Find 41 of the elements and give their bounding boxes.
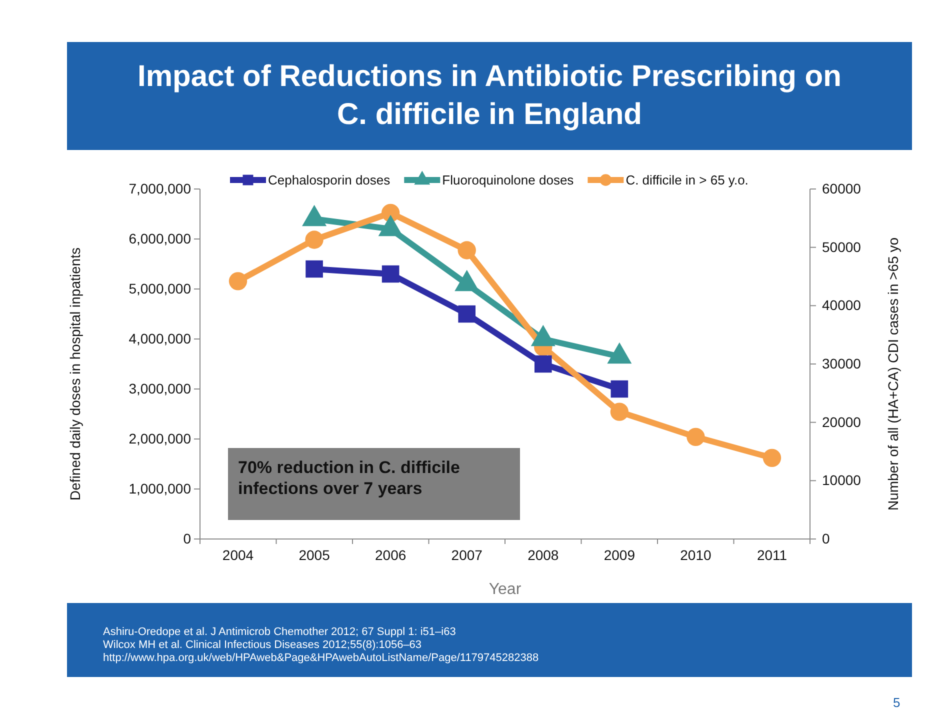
legend-label: C. difficile in > 65 y.o. [626,172,748,188]
x-tick-label: 2010 [680,547,712,564]
y-tick-label: 3,000,000 [128,380,192,396]
y2-tick-label: 60000 [822,180,862,196]
y-tick-label: 7,000,000 [128,180,192,196]
x-tick-label: 2008 [528,547,559,564]
x-tick-label: 2009 [604,547,636,564]
y2-tick-label: 20000 [822,414,862,430]
text: 5 [893,695,900,710]
point [228,272,248,290]
x-tick-label: 2006 [374,547,406,564]
point [762,448,782,467]
y-tick-label: 4,000,000 [128,330,192,346]
y-tick-label: 0 [183,530,192,546]
x-tick-label: 2011 [756,547,788,564]
x-axis-title: Year [488,581,522,598]
y2-tick-label: 0 [822,530,830,546]
y2-tick-label: 30000 [822,355,862,372]
text: Ashiru-Oredope et al. J Antimicrob Chemother 2012; 67 Suppl 1: i51–i63 [103,626,457,639]
y2-tick-label: 50000 [822,238,862,255]
y2-tick-label: 40000 [822,297,862,314]
note-box: 70% reduction in C. difficile infections over 7 years [228,448,520,520]
point [686,428,705,446]
chart-title: Impact of Reductions in Antibiotic Prescribing on C. difficile in England [67,42,912,150]
text: http://www.hpa.org.uk/web/HPAweb&Page&HPAwebAutoListName/Page/1179745282388 [103,652,540,665]
point [458,241,476,260]
y2-axis-title: Number of all (HA+CA) CDI cases in >65 yo [885,237,901,511]
y-tick-label: 5,000,000 [128,280,192,296]
text: Wilcox MH et al. Clinical Infectious Diseases 2012;55(8):1056–63 [103,639,423,652]
x-tick-label: 2005 [298,547,330,564]
y-tick-label: 6,000,000 [128,230,192,246]
legend-label: Cephalosporin doses [268,172,391,188]
legend-label: Fluoroquinolone doses [442,172,574,188]
y-axis-title: Defined daily doses in hospital inpatients [67,248,83,500]
point [305,230,324,249]
y-tick-label: 2,000,000 [128,430,192,446]
y-tick-label: 1,000,000 [128,480,192,496]
x-tick-label: 2007 [451,547,483,564]
point [610,402,629,421]
x-tick-label: 2004 [222,547,254,564]
y2-tick-label: 10000 [822,472,862,488]
